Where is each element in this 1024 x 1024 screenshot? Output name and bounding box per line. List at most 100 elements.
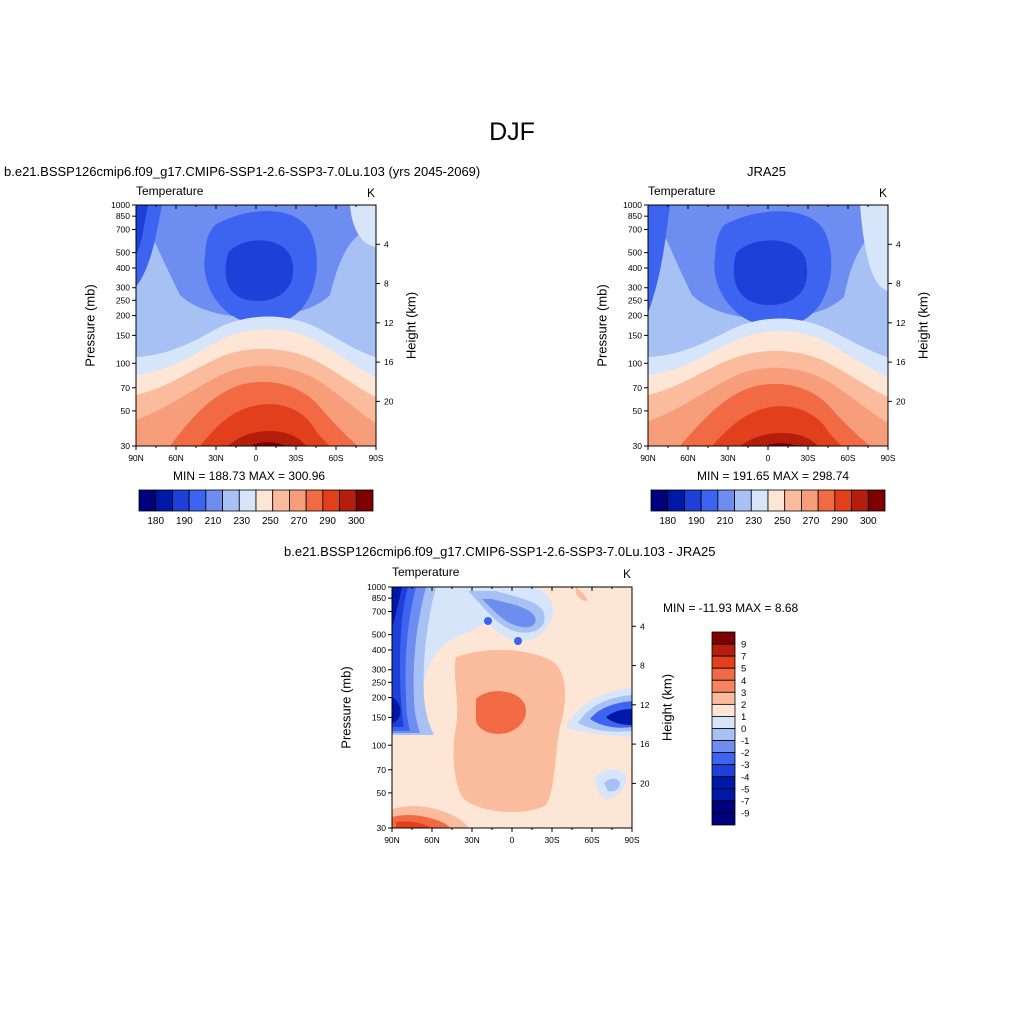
x-tick-label: 60N xyxy=(168,453,184,463)
y-tick-label: 400 xyxy=(628,263,642,273)
height-tick-label: 16 xyxy=(640,739,650,749)
colorbar-swatch xyxy=(784,489,802,512)
colorbar-label: 180 xyxy=(147,516,164,527)
contour-band xyxy=(733,240,808,305)
height-tick-label: 20 xyxy=(896,396,906,406)
left-ylabel: Pressure (mb) xyxy=(82,284,98,367)
colorbar-label: 190 xyxy=(176,516,193,527)
x-tick-label: 90N xyxy=(640,453,656,463)
height-tick-label: 12 xyxy=(640,700,650,710)
height-tick-label: 8 xyxy=(896,279,901,289)
colorbar-label: -9 xyxy=(741,808,749,819)
y-tick-label: 250 xyxy=(116,295,130,305)
colorbar-label: 4 xyxy=(741,676,746,687)
y-tick-label: 30 xyxy=(377,823,387,833)
colorbar-label: 250 xyxy=(774,516,791,527)
x-tick-label: 30N xyxy=(208,453,224,463)
colorbar-label: 0 xyxy=(741,724,746,735)
colorbar-label: -5 xyxy=(741,784,749,795)
colorbar-label: -2 xyxy=(741,748,749,759)
contour-band xyxy=(766,443,796,446)
colorbar-swatch xyxy=(734,489,752,512)
colorbar-swatch xyxy=(711,776,736,790)
y-tick-label: 1000 xyxy=(367,582,386,592)
y-tick-label: 1000 xyxy=(111,200,130,210)
colorbar-label: 180 xyxy=(659,516,676,527)
colorbar-label: 210 xyxy=(717,516,734,527)
y-tick-label: 300 xyxy=(116,283,130,293)
height-tick-label: 4 xyxy=(896,239,901,249)
y-tick-label: 50 xyxy=(377,788,387,798)
height-tick-label: 4 xyxy=(384,239,389,249)
colorbar-swatch xyxy=(711,643,736,657)
colorbar-swatch xyxy=(711,679,736,693)
diff-ylabel: Pressure (mb) xyxy=(338,666,354,749)
colorbar-swatch xyxy=(750,489,769,512)
height-tick-label: 12 xyxy=(896,318,906,328)
x-tick-label: 30N xyxy=(464,835,480,845)
y-tick-label: 850 xyxy=(372,593,386,603)
contour-band xyxy=(392,587,402,627)
colorbar-swatch xyxy=(711,655,736,669)
diff-variable-label: Temperature xyxy=(392,565,460,579)
diff-temperature-plot: 90N 60N 30N 0 30S 60S 90S 30 50 70 100 150 200 250 300… xyxy=(367,582,650,845)
right-ylabel-right: Height (km) xyxy=(915,291,931,360)
colorbar-label: 210 xyxy=(205,516,222,527)
contour-band xyxy=(136,205,148,255)
colorbar-swatch xyxy=(138,489,157,512)
y-tick-label: 400 xyxy=(116,263,130,273)
x-tick-label: 0 xyxy=(254,453,259,463)
diff-panel-title: b.e21.BSSP126cmip6.f09_g17.CMIP6-SSP1-2.… xyxy=(284,544,716,559)
contour-band xyxy=(648,205,670,313)
y-tick-label: 850 xyxy=(116,211,130,221)
contour-band xyxy=(200,404,330,446)
colorbar-swatch xyxy=(711,800,736,814)
left-ylabel-right: Height (km) xyxy=(403,291,419,360)
right-panel-title: JRA25 xyxy=(747,164,787,179)
colorbar-label: 290 xyxy=(831,516,848,527)
y-tick-label: 30 xyxy=(633,441,643,451)
x-tick-label: 90N xyxy=(128,453,144,463)
x-tick-label: 30N xyxy=(720,453,736,463)
colorbar-swatch xyxy=(817,489,836,512)
contour-band xyxy=(225,240,294,301)
y-tick-label: 30 xyxy=(121,441,131,451)
x-tick-label: 90N xyxy=(384,835,400,845)
y-tick-label: 200 xyxy=(372,693,386,703)
right-temperature-plot: 90N 60N 30N 0 30S 60S 90S 30 50 70 100 150 200 250 300… xyxy=(623,200,906,463)
colorbar-swatch xyxy=(222,489,240,512)
colorbar-label: 250 xyxy=(262,516,279,527)
colorbar-swatch xyxy=(339,489,357,512)
y-tick-label: 50 xyxy=(633,406,643,416)
x-tick-label: 90S xyxy=(624,835,639,845)
y-tick-label: 200 xyxy=(628,311,642,321)
contour-band xyxy=(250,442,286,446)
y-tick-label: 70 xyxy=(633,383,643,393)
colorbar-swatch xyxy=(711,716,736,729)
left-colorbar: 180 190 210 230 250 270 290 300 xyxy=(138,489,374,527)
colorbar-label: 270 xyxy=(291,516,308,527)
colorbar-swatch xyxy=(684,489,702,512)
contour-band xyxy=(712,406,842,446)
colorbar-label: -4 xyxy=(741,772,749,783)
left-variable-label: Temperature xyxy=(136,184,204,198)
colorbar-swatch xyxy=(801,489,819,512)
x-tick-label: 0 xyxy=(766,453,771,463)
colorbar-label: 3 xyxy=(741,688,746,699)
y-tick-label: 100 xyxy=(628,358,642,368)
y-tick-label: 250 xyxy=(372,677,386,687)
colorbar-swatch xyxy=(238,489,257,512)
y-tick-label: 400 xyxy=(372,645,386,655)
y-tick-label: 700 xyxy=(372,607,386,617)
right-colorbar: 180 190 210 230 250 270 290 300 xyxy=(650,489,886,527)
y-tick-label: 700 xyxy=(116,225,130,235)
colorbar-swatch xyxy=(711,740,736,754)
y-tick-label: 500 xyxy=(628,248,642,258)
x-tick-label: 30S xyxy=(288,453,303,463)
diff-ylabel-right: Height (km) xyxy=(659,673,675,742)
colorbar-swatch xyxy=(155,489,173,512)
height-tick-label: 4 xyxy=(640,621,645,631)
colorbar-label: 270 xyxy=(803,516,820,527)
colorbar-label: 300 xyxy=(860,516,877,527)
height-tick-label: 20 xyxy=(640,778,650,788)
